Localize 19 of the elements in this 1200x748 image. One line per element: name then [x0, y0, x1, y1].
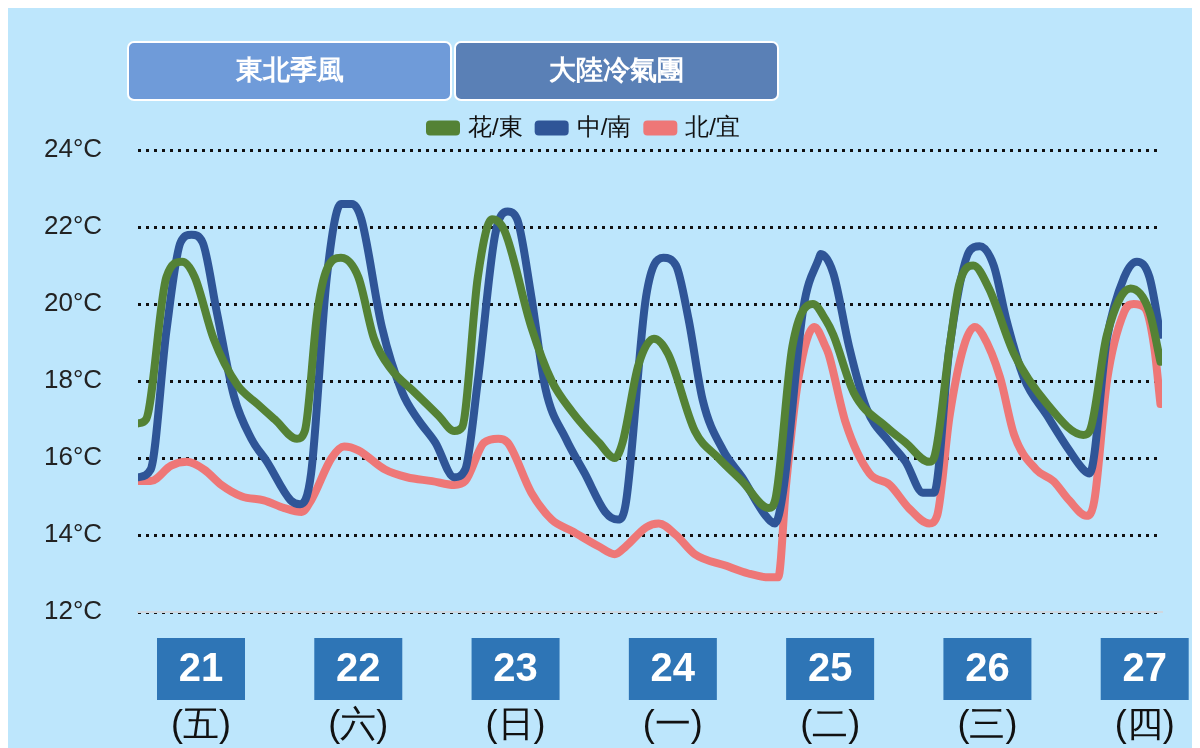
y-tick-label: 14°C	[44, 518, 103, 549]
y-tick-label: 16°C	[44, 441, 103, 472]
x-tick-label: 25 (二)	[800, 645, 861, 744]
y-tick-label: 18°C	[44, 364, 103, 395]
y-tick-label: 22°C	[44, 210, 103, 241]
text: 東北季風	[234, 55, 344, 86]
x-tick-label: 21 (五)	[171, 645, 231, 744]
x-tick-label: 22 (六)	[328, 645, 389, 744]
x-tick-label: 24 (一)	[642, 645, 703, 744]
x-tick-label: 26 (三)	[957, 645, 1018, 744]
y-tick-label: 24°C	[44, 133, 103, 164]
x-tick-label: 27 (四)	[1114, 645, 1175, 744]
text: 大陸冷氣團	[549, 55, 684, 86]
y-tick-label: 12°C	[44, 595, 103, 626]
legend-label: 北/宜	[685, 112, 741, 140]
legend-label: 中/南	[576, 112, 632, 140]
legend-label: 花/東	[468, 112, 523, 140]
x-tick-label: 23 (日)	[485, 645, 546, 744]
y-tick-label: 20°C	[44, 287, 103, 318]
